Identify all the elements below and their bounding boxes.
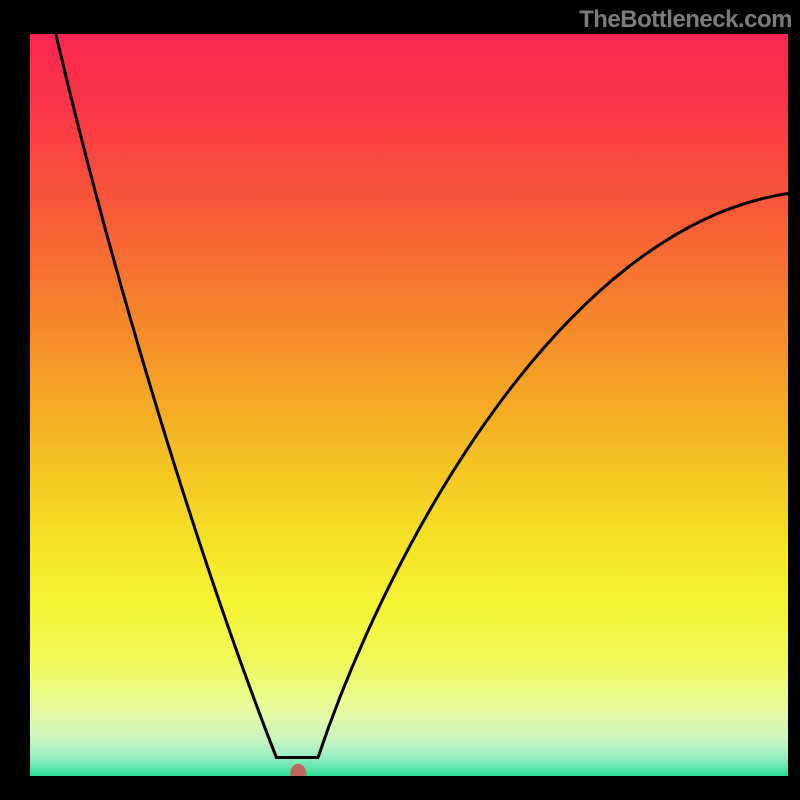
- watermark-text: TheBottleneck.com: [579, 6, 792, 34]
- gradient-plot: [30, 34, 788, 776]
- chart-frame: TheBottleneck.com: [0, 0, 800, 800]
- gradient-background: [30, 34, 788, 776]
